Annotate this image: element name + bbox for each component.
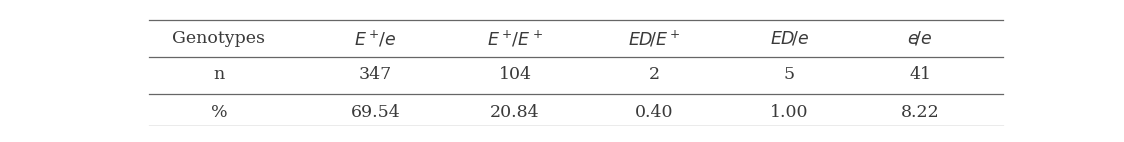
Text: $\mathit{E}^+\!/\mathit{e}$: $\mathit{E}^+\!/\mathit{e}$	[354, 29, 397, 49]
Text: 0.40: 0.40	[635, 104, 673, 121]
Text: 2: 2	[649, 66, 660, 83]
Text: 347: 347	[359, 66, 392, 83]
Text: $\mathit{e}\!/\mathit{e}$: $\mathit{e}\!/\mathit{e}$	[907, 30, 933, 48]
Text: %: %	[210, 104, 227, 121]
Text: $\mathit{ED}\!/\mathit{E}^+$: $\mathit{ED}\!/\mathit{E}^+$	[628, 29, 681, 49]
Text: 5: 5	[783, 66, 795, 83]
Text: $\mathit{ED}\!/\mathit{e}$: $\mathit{ED}\!/\mathit{e}$	[770, 30, 809, 48]
Text: 20.84: 20.84	[490, 104, 540, 121]
Text: $\mathit{E}^+\!/\mathit{E}^+$: $\mathit{E}^+\!/\mathit{E}^+$	[487, 29, 543, 49]
Text: 41: 41	[909, 66, 931, 83]
Text: Genotypes: Genotypes	[172, 30, 265, 47]
Text: n: n	[214, 66, 225, 83]
Text: 104: 104	[499, 66, 532, 83]
Text: 69.54: 69.54	[351, 104, 400, 121]
Text: 8.22: 8.22	[900, 104, 940, 121]
Text: 1.00: 1.00	[770, 104, 809, 121]
